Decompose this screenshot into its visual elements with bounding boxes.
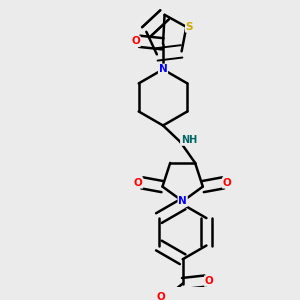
Text: O: O (223, 178, 232, 188)
Text: N: N (159, 64, 167, 74)
Text: NH: NH (181, 135, 197, 145)
Text: O: O (134, 178, 142, 188)
Text: S: S (186, 22, 193, 32)
Text: N: N (178, 196, 187, 206)
Text: O: O (156, 292, 165, 300)
Text: O: O (205, 276, 214, 286)
Text: O: O (131, 36, 140, 46)
